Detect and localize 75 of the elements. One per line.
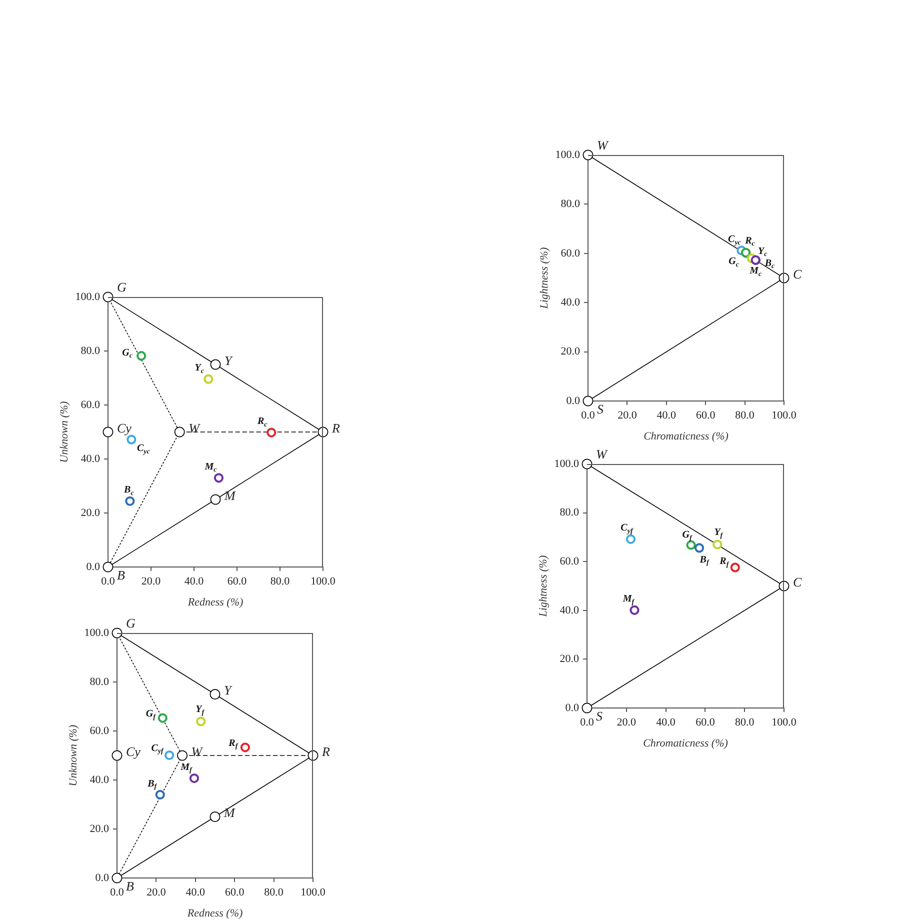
y-tick-label: 60.0 [80,398,100,411]
y-tick-label: 0.0 [565,702,580,714]
y-tick-label: 20.0 [560,653,580,666]
y-tick-label: 0.0 [95,872,110,884]
x-tick-label: 100.0 [310,575,336,588]
y-tick-label: 20.0 [90,822,110,835]
x-tick-label: 80.0 [270,575,290,588]
x-tick-label: 60.0 [224,886,245,898]
y-tick-label: 100.0 [75,290,100,303]
x-tick-label: 20.0 [618,409,638,422]
x-tick-label: 20.0 [146,886,166,898]
annotation: W [191,744,204,759]
x-axis-title: Chromaticness (%) [644,430,729,442]
annotation: C [793,266,802,282]
annotation: C [793,574,802,590]
annotation: G [126,615,136,630]
y-tick-label: 60.0 [560,247,580,260]
y-tick-label: 20.0 [80,506,100,519]
y-tick-label: 80.0 [80,344,100,357]
x-tick-label: 40.0 [656,716,676,728]
annotation: M [224,488,236,503]
y-tick-label: 0.0 [566,394,580,407]
y-tick-label: 0.0 [86,560,100,573]
annotation: Y [224,682,233,698]
y-tick-label: 100.0 [84,626,110,639]
x-tick-label: 60.0 [696,716,716,728]
x-tick-label: 20.0 [141,575,162,588]
x-tick-label: 100.0 [772,409,797,422]
x-tick-label: 0.0 [581,409,596,422]
y-tick-label: 40.0 [560,604,580,616]
annotation: Cy [117,420,132,436]
x-tick-label: 20.0 [616,716,637,728]
x-tick-label: 0.0 [110,886,124,898]
x-tick-label: 60.0 [696,409,716,422]
x-tick-label: 100.0 [300,886,326,898]
y-tick-label: 80.0 [560,506,580,519]
x-tick-label: 100.0 [772,716,797,728]
y-axis-title: Unknown (%) [67,724,80,786]
y-tick-label: 80.0 [90,676,110,688]
x-tick-label: 0.0 [580,716,594,728]
annotation: S [596,708,603,724]
y-tick-label: 40.0 [90,774,110,786]
y-tick-label: 40.0 [560,296,580,308]
x-axis-title: Redness (%) [186,596,244,608]
x-tick-label: 40.0 [656,409,677,422]
y-tick-label: 20.0 [560,346,580,358]
y-tick-label: 100.0 [555,148,580,161]
annotation: W [597,137,609,152]
y-tick-label: 60.0 [560,555,580,568]
annotation: W [188,420,201,436]
y-tick-label: 60.0 [90,724,110,737]
annotation: B [126,878,134,894]
x-tick-label: 40.0 [184,575,204,588]
annotation: R [321,744,330,759]
annotation: W [596,446,608,462]
y-tick-label: 100.0 [554,458,580,470]
x-tick-label: 80.0 [264,886,284,898]
y-axis-title: Lightness (%) [538,246,550,310]
x-tick-label: 40.0 [186,886,206,898]
y-tick-label: 40.0 [80,452,100,465]
annotation: S [597,401,604,416]
x-tick-label: 80.0 [734,716,755,728]
x-axis-title: Chromaticness (%) [643,737,728,750]
y-axis-title: Lightness (%) [537,554,550,618]
annotation: Y [224,352,234,368]
annotation: G [117,279,127,294]
annotation: R [331,420,340,436]
x-tick-label: 60.0 [227,575,248,588]
y-axis-title: Unknown (%) [58,400,70,463]
annotation: B [117,567,125,582]
x-axis-title: Redness (%) [186,907,243,920]
annotation: M [223,805,236,820]
annotation: Cy [126,744,141,759]
x-tick-label: 80.0 [735,409,755,422]
y-tick-label: 80.0 [560,198,580,210]
